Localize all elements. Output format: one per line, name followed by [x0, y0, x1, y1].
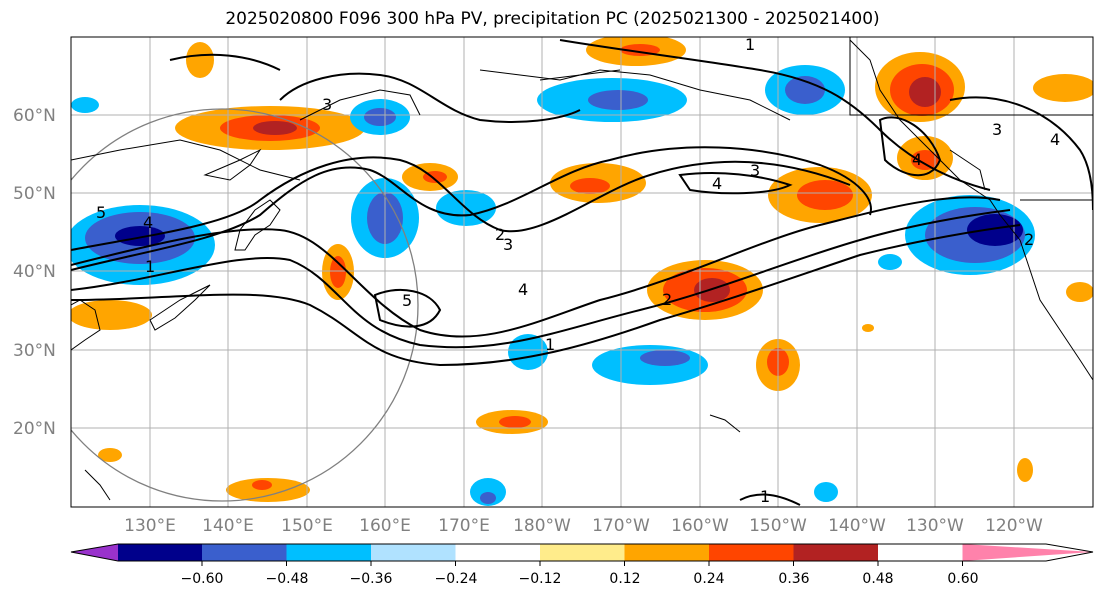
contour-label: 1 — [545, 335, 555, 354]
lon-label: 130°E — [124, 516, 176, 536]
colorbar-outline — [70, 543, 1094, 562]
lon-label: 160°E — [359, 516, 411, 536]
colorbar-extend-max — [962, 544, 1093, 561]
colorbar-segments — [71, 544, 1093, 561]
contour-label: 1 — [145, 257, 155, 276]
colorbar-segment — [709, 544, 794, 561]
lon-label: 140°W — [828, 516, 886, 536]
contour-label: 3 — [992, 120, 1002, 139]
contour-label: 2 — [662, 290, 672, 309]
contour-labels: 1 1 1 1 2 2 2 3 3 3 3 4 4 4 4 4 5 5 — [96, 35, 1060, 506]
lat-label: 40°N — [13, 262, 56, 282]
lat-label: 30°N — [13, 341, 56, 361]
contour-label: 3 — [322, 95, 332, 114]
contour-label: 4 — [912, 150, 922, 169]
coastlines — [71, 37, 1093, 501]
colorbar-extend-min — [71, 544, 118, 561]
contour-label: 1 — [760, 487, 770, 506]
lon-label: 120°W — [985, 516, 1043, 536]
contour-label: 2 — [495, 225, 505, 244]
colorbar-segment — [624, 544, 709, 561]
colorbar-segment — [286, 544, 371, 561]
lon-label: 180°W — [513, 516, 571, 536]
radius-circle — [71, 108, 419, 502]
lat-label: 20°N — [13, 419, 56, 439]
contour-label: 4 — [143, 213, 153, 232]
lon-label: 130°W — [906, 516, 964, 536]
contour-label: 3 — [750, 161, 760, 180]
colorbar-labels: −0.60 −0.48 −0.36 −0.24 −0.12 0.12 0.24 … — [181, 571, 979, 587]
map-frame — [70, 36, 1094, 508]
colorbar-tick-label: 0.24 — [693, 571, 724, 587]
contour-label: 1 — [745, 35, 755, 54]
contour-label: 4 — [1050, 130, 1060, 149]
lon-label: 170°E — [438, 516, 490, 536]
colorbar-segment — [540, 544, 625, 561]
colorbar: −0.60 −0.48 −0.36 −0.24 −0.12 0.12 0.24 … — [70, 543, 1094, 587]
colorbar-tick-label: −0.48 — [266, 571, 309, 587]
colorbar-tick-label: 0.60 — [947, 571, 978, 587]
contour-label: 5 — [402, 291, 412, 310]
map-title: 2025020800 F096 300 hPa PV, precipitatio… — [225, 9, 880, 29]
contour-label: 3 — [503, 235, 513, 254]
contour-label: 2 — [1024, 230, 1034, 249]
colorbar-tick-label: 0.36 — [778, 571, 809, 587]
lon-label: 170°W — [592, 516, 650, 536]
colorbar-segment — [793, 544, 878, 561]
latitude-labels: 60°N 50°N 40°N 30°N 20°N — [13, 106, 56, 439]
colorbar-tick-label: −0.24 — [435, 571, 478, 587]
colorbar-segment — [371, 544, 456, 561]
pv-contours — [71, 39, 1093, 506]
lon-label: 160°W — [671, 516, 729, 536]
colorbar-ticks — [201, 561, 963, 566]
colorbar-tick-label: −0.60 — [181, 571, 224, 587]
lon-label: 140°E — [202, 516, 254, 536]
colorbar-tick-label: −0.12 — [519, 571, 562, 587]
contour-label: 4 — [712, 174, 722, 193]
colorbar-tick-label: −0.36 — [350, 571, 393, 587]
colorbar-segment — [455, 544, 540, 561]
contour-label: 5 — [96, 203, 106, 222]
lon-label: 150°E — [281, 516, 333, 536]
colorbar-tick-label: 0.48 — [862, 571, 893, 587]
colorbar-segment — [202, 544, 287, 561]
lat-label: 60°N — [13, 106, 56, 126]
lat-label: 50°N — [13, 184, 56, 204]
colorbar-tick-label: 0.12 — [609, 571, 640, 587]
map-panel: 1 1 1 1 2 2 2 3 3 3 3 4 4 4 4 4 5 5 — [71, 35, 1093, 507]
lon-label: 150°W — [749, 516, 807, 536]
longitude-labels: 130°E 140°E 150°E 160°E 170°E 180°W 170°… — [124, 516, 1043, 536]
colorbar-segment — [118, 544, 202, 561]
contour-label: 4 — [518, 280, 528, 299]
